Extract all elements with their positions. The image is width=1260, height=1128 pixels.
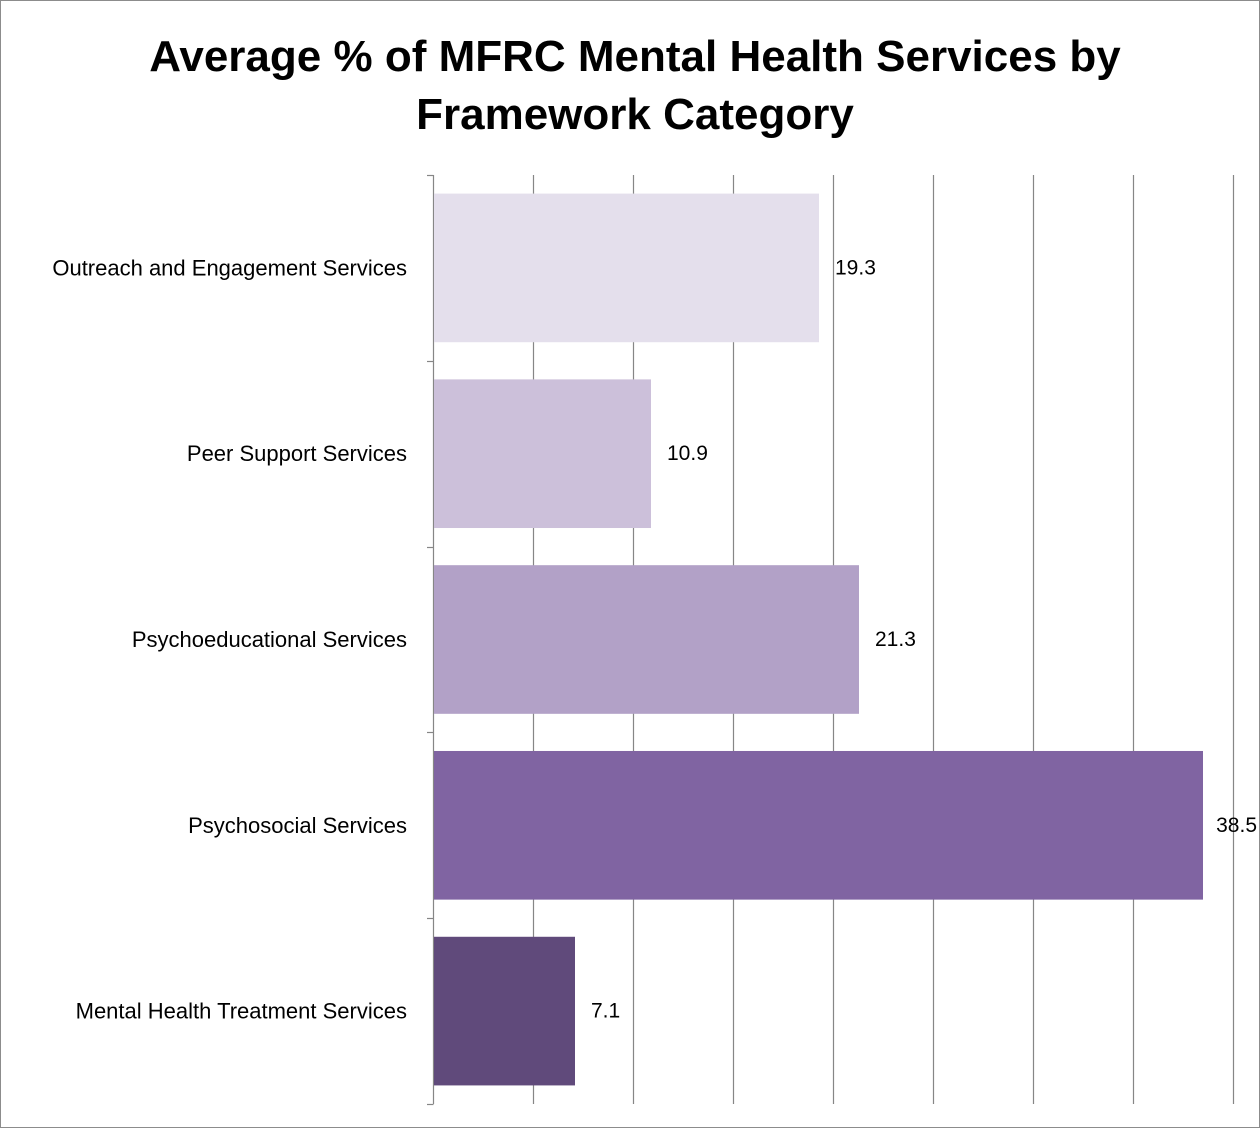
category-label: Mental Health Treatment Services [76,999,407,1024]
data-label: 19.3 [835,256,876,279]
labels: Outreach and Engagement Services 19.3 Peer… [52,255,1257,1023]
data-label: 7.1 [591,1000,620,1023]
bar [434,379,651,529]
data-label: 21.3 [875,628,916,651]
bar [434,565,859,714]
bar [434,936,575,1086]
category-label: Outreach and Engagement Services [52,255,407,280]
data-label: 38.5 [1216,814,1257,837]
chart-title-line-2: Framework Category [416,90,854,139]
category-axis [427,174,435,1106]
category-label: Psychoeducational Services [132,627,407,652]
data-label: 10.9 [667,442,708,465]
category-label: Peer Support Services [187,441,407,466]
bar [434,750,1203,900]
category-label: Psychosocial Services [188,813,407,838]
bar [434,193,819,343]
chart-title-line-1: Average % of MFRC Mental Health Services… [149,32,1121,81]
bars [434,193,1203,1086]
chart-title: Average % of MFRC Mental Health Services… [0,28,1260,144]
